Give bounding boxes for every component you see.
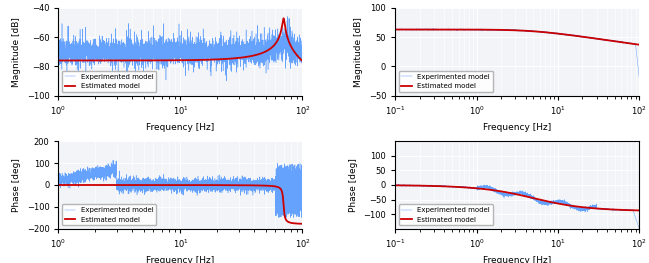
Line: Experimented model: Experimented model bbox=[395, 29, 639, 78]
Experimented model bbox=[592, 204, 600, 207]
Experimented model bbox=[201, 37, 209, 40]
X-axis label: Frequency [Hz]: Frequency [Hz] bbox=[483, 256, 552, 263]
Y-axis label: Phase [deg]: Phase [deg] bbox=[12, 158, 21, 212]
Experimented model bbox=[592, 37, 600, 40]
Experimented model bbox=[574, 207, 582, 210]
Experimented model bbox=[55, 40, 62, 43]
Experimented model bbox=[550, 201, 558, 204]
Estimated model bbox=[255, 53, 263, 56]
Estimated model bbox=[485, 188, 493, 191]
Line: Estimated model: Estimated model bbox=[395, 29, 639, 45]
Estimated model bbox=[201, 58, 209, 61]
Y-axis label: Magnitude [dB]: Magnitude [dB] bbox=[354, 17, 363, 87]
Experimented model bbox=[435, 28, 443, 31]
Estimated model bbox=[574, 205, 582, 208]
Y-axis label: Phase [deg]: Phase [deg] bbox=[349, 158, 358, 212]
Estimated model bbox=[635, 209, 643, 212]
Estimated model bbox=[280, 17, 288, 20]
Experimented model bbox=[55, 178, 62, 181]
Experimented model bbox=[395, 183, 402, 186]
Estimated model bbox=[237, 184, 245, 187]
Estimated model bbox=[574, 34, 582, 38]
Experimented model bbox=[148, 187, 156, 190]
Estimated model bbox=[201, 184, 209, 187]
Experimented model bbox=[214, 53, 221, 56]
X-axis label: Frequency [Hz]: Frequency [Hz] bbox=[146, 256, 215, 263]
Estimated model bbox=[148, 59, 156, 62]
Estimated model bbox=[99, 59, 106, 62]
Experimented model bbox=[299, 162, 306, 165]
Experimented model bbox=[214, 181, 221, 184]
Legend: Experimented model, Estimated model: Experimented model, Estimated model bbox=[398, 204, 493, 225]
Estimated model bbox=[635, 43, 643, 46]
Experimented model bbox=[255, 45, 263, 48]
Estimated model bbox=[592, 207, 600, 210]
Estimated model bbox=[391, 28, 399, 31]
Experimented model bbox=[485, 187, 493, 190]
Legend: Experimented model, Estimated model: Experimented model, Estimated model bbox=[398, 71, 493, 92]
Estimated model bbox=[299, 222, 306, 225]
Experimented model bbox=[99, 172, 106, 175]
Experimented model bbox=[538, 200, 546, 204]
Estimated model bbox=[214, 184, 221, 187]
X-axis label: Frequency [Hz]: Frequency [Hz] bbox=[483, 123, 552, 132]
Estimated model bbox=[550, 32, 558, 35]
Legend: Experimented model, Estimated model: Experimented model, Estimated model bbox=[62, 204, 156, 225]
Estimated model bbox=[299, 59, 306, 63]
Estimated model bbox=[435, 185, 443, 188]
Estimated model bbox=[435, 28, 443, 31]
Line: Estimated model: Estimated model bbox=[58, 185, 302, 224]
Estimated model bbox=[537, 30, 545, 33]
Legend: Experimented model, Estimated model: Experimented model, Estimated model bbox=[62, 71, 156, 92]
Experimented model bbox=[391, 28, 399, 31]
Estimated model bbox=[391, 184, 399, 187]
Experimented model bbox=[424, 27, 432, 30]
Estimated model bbox=[214, 58, 221, 61]
Line: Experimented model: Experimented model bbox=[58, 160, 302, 218]
Estimated model bbox=[237, 56, 245, 59]
Line: Experimented model: Experimented model bbox=[58, 16, 302, 81]
Estimated model bbox=[537, 199, 545, 202]
X-axis label: Frequency [Hz]: Frequency [Hz] bbox=[146, 123, 215, 132]
Estimated model bbox=[148, 183, 156, 186]
Estimated model bbox=[550, 201, 558, 204]
Y-axis label: Magnitude [dB]: Magnitude [dB] bbox=[12, 17, 21, 87]
Experimented model bbox=[485, 28, 493, 31]
Experimented model bbox=[538, 31, 546, 34]
Experimented model bbox=[148, 60, 156, 64]
Estimated model bbox=[485, 28, 493, 31]
Line: Experimented model: Experimented model bbox=[395, 185, 639, 229]
Experimented model bbox=[201, 178, 209, 181]
Estimated model bbox=[255, 184, 263, 187]
Experimented model bbox=[574, 34, 582, 37]
Estimated model bbox=[55, 183, 62, 186]
Experimented model bbox=[255, 188, 263, 191]
Experimented model bbox=[237, 52, 245, 55]
Estimated model bbox=[99, 183, 106, 186]
Experimented model bbox=[237, 184, 245, 187]
Experimented model bbox=[391, 184, 399, 187]
Experimented model bbox=[299, 55, 306, 58]
Experimented model bbox=[635, 227, 643, 230]
Experimented model bbox=[223, 79, 230, 83]
Experimented model bbox=[435, 184, 443, 188]
Line: Estimated model: Estimated model bbox=[395, 185, 639, 210]
Estimated model bbox=[55, 59, 62, 62]
Experimented model bbox=[99, 59, 106, 62]
Experimented model bbox=[550, 32, 558, 35]
Estimated model bbox=[592, 37, 600, 40]
Experimented model bbox=[635, 77, 643, 80]
Experimented model bbox=[284, 15, 291, 18]
Experimented model bbox=[289, 216, 297, 219]
Experimented model bbox=[109, 159, 117, 162]
Line: Estimated model: Estimated model bbox=[58, 18, 302, 61]
